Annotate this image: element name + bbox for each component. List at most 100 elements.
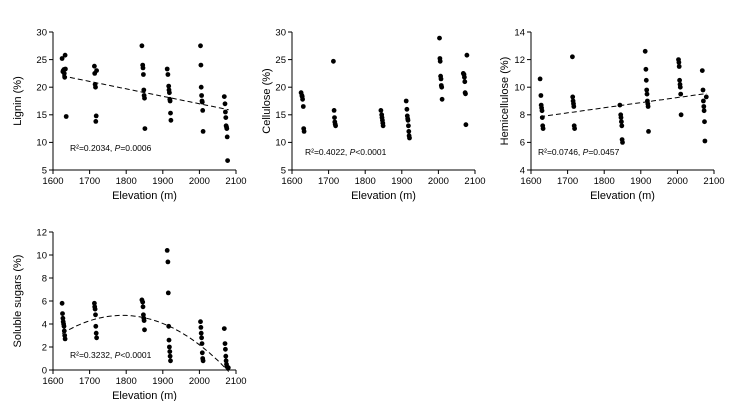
data-point [644,91,650,97]
y-axis-title: Cellulose (%) [261,68,273,133]
data-point [702,119,707,125]
x-tick-label: 2000 [667,176,688,187]
data-point [93,113,99,119]
y-tick-label: 15 [275,110,286,121]
data-point [142,126,148,131]
data-point [198,62,204,68]
y-tick-label: 6 [520,138,525,149]
y-tick-label: 6 [42,296,47,307]
data-point [331,58,336,64]
y-tick-label: 14 [514,27,525,38]
y-axis-title: Soluble sugars (%) [12,255,24,348]
data-point [92,300,97,306]
data-point [200,108,206,113]
x-tick-label: 1700 [557,176,578,187]
data-point [141,312,146,318]
data-point [406,123,411,129]
data-point [61,323,67,329]
x-tick-label: 1900 [152,176,173,187]
data-point [93,312,98,318]
data-point [61,328,67,334]
data-point [165,72,171,77]
x-tick-label: 2100 [225,176,246,187]
data-point [403,98,409,104]
data-point [407,135,412,141]
data-point [538,93,544,98]
data-point [199,341,205,346]
x-tick-label: 1700 [79,376,100,387]
data-point [677,77,682,83]
data-point [140,304,146,310]
data-point [646,129,651,134]
data-point [59,56,65,61]
y-tick-label: 12 [514,55,525,66]
data-point [464,52,470,58]
data-point [224,126,230,131]
y-tick-label: 2 [42,342,47,353]
data-point [141,72,146,77]
data-point [140,299,146,305]
data-point [617,102,623,108]
p-label: P [350,147,356,157]
data-point [198,330,204,336]
fit-line [61,75,229,111]
data-point [678,91,684,97]
data-point [437,58,443,64]
panel-2: 5 10 15 20 25 30 1600 1700 1800 1900 2000 2100 Eleva… [261,27,486,202]
data-point [378,108,384,113]
data-point [701,104,707,109]
data-point [702,138,708,144]
data-point [571,104,577,109]
data-point [703,94,709,100]
data-point [406,129,412,134]
data-point [225,365,231,371]
data-point [462,79,468,85]
data-point [677,84,683,90]
y-tick-label: 10 [514,83,525,94]
y-tick-label: 25 [36,55,47,66]
stats-annotation: R²=0.4022, P<0.0001 [305,147,387,157]
y-tick-label: 30 [275,27,286,38]
x-tick-label: 1900 [630,176,651,187]
data-point [439,96,445,102]
data-point [462,74,467,80]
data-point [300,104,306,109]
x-tick-label: 2000 [428,176,449,187]
data-point [619,123,625,129]
x-tick-label: 1900 [391,176,412,187]
data-point [166,337,172,343]
data-point [164,66,170,72]
data-point [142,327,147,333]
data-point [199,99,205,105]
data-point [167,344,172,350]
data-point [198,84,204,90]
x-tick-label: 1800 [355,176,376,187]
x-tick-label: 1600 [42,376,63,387]
data-point [225,158,231,164]
data-point [165,259,171,265]
data-point [199,93,205,98]
data-point [167,349,173,354]
data-point [463,122,469,128]
data-point [59,300,65,306]
data-point [642,48,648,54]
data-point [620,140,625,145]
x-axis-title: Elevation (m) [112,190,177,202]
x-tick-label: 1900 [152,376,173,387]
data-point [645,104,651,109]
p-value: <0.0001 [120,350,151,360]
r2-text: R²=0.0746, [538,147,583,157]
x-tick-label: 2100 [703,176,724,187]
data-point [644,87,650,93]
x-tick-label: 1600 [42,176,63,187]
data-point [198,325,204,330]
x-tick-label: 1800 [116,376,137,387]
data-point [63,66,68,72]
data-point [333,123,338,129]
data-point [198,319,203,325]
data-point [300,96,305,102]
data-point [168,358,173,364]
x-axis-title: Elevation (m) [351,190,416,202]
data-point [222,341,228,346]
